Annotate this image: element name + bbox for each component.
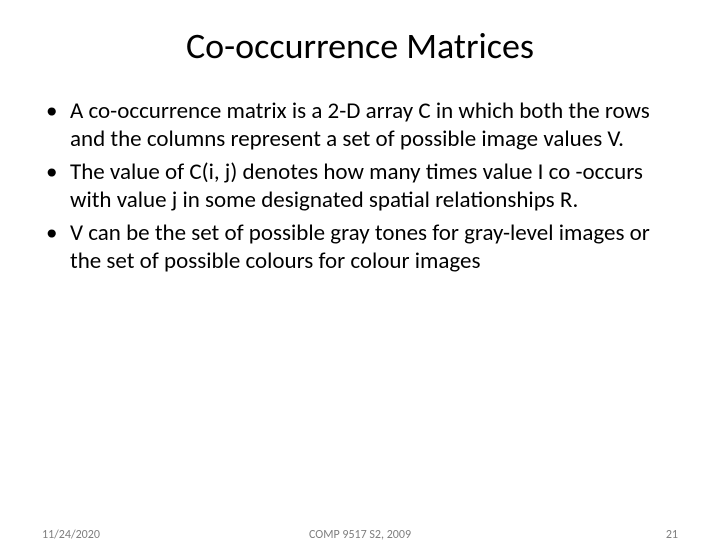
bullet-item: The value of C(i, j) denotes how many ti… bbox=[42, 159, 678, 214]
footer-page-number: 21 bbox=[666, 528, 678, 540]
bullet-item: A co-occurrence matrix is a 2-D array C … bbox=[42, 98, 678, 153]
slide-title: Co-occurrence Matrices bbox=[0, 24, 720, 68]
slide-footer: 11/24/2020 COMP 9517 S2, 2009 21 bbox=[0, 528, 720, 540]
bullet-list: A co-occurrence matrix is a 2-D array C … bbox=[42, 98, 678, 276]
slide: Co-occurrence Matrices A co-occurrence m… bbox=[0, 24, 720, 540]
bullet-item: V can be the set of possible gray tones … bbox=[42, 220, 678, 275]
slide-body: A co-occurrence matrix is a 2-D array C … bbox=[0, 98, 720, 276]
footer-course: COMP 9517 S2, 2009 bbox=[0, 528, 720, 540]
